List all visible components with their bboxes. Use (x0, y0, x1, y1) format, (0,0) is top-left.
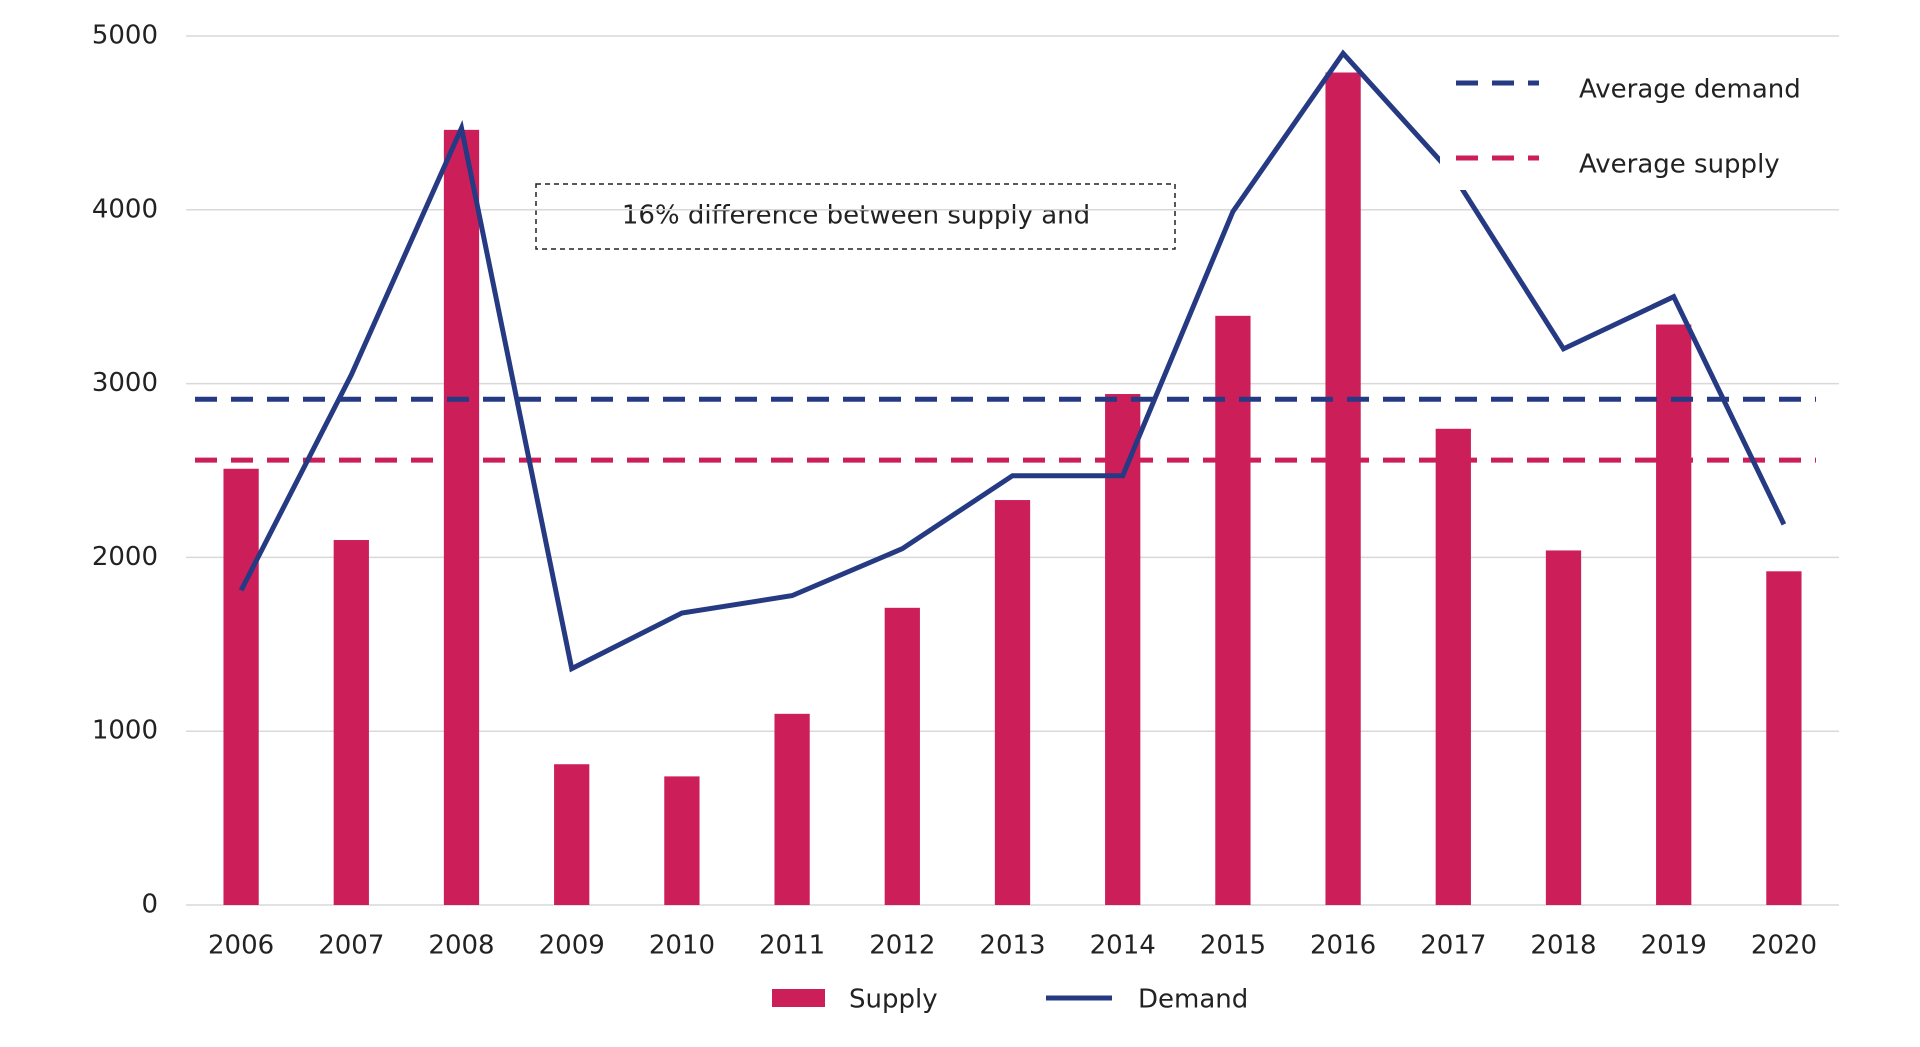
y-tick-label: 0 (141, 890, 158, 920)
legend-background (1440, 50, 1820, 190)
bar (664, 776, 700, 905)
legend-label: Demand (1138, 985, 1248, 1015)
annotation-box (535, 183, 1176, 250)
demand-line (238, 49, 1787, 673)
bar (994, 500, 1031, 905)
y-tick-label: 3000 (92, 368, 158, 398)
x-tick-label: 2008 (428, 931, 494, 961)
x-tick-label: 2014 (1090, 931, 1156, 961)
bar (1215, 315, 1251, 905)
x-tick-label: 2018 (1530, 931, 1596, 961)
y-tick-label: 2000 (92, 542, 158, 572)
y-tick-label: 4000 (92, 194, 158, 224)
x-tick-label: 2011 (759, 931, 825, 961)
x-tick-label: 2007 (318, 931, 384, 961)
bar (774, 713, 810, 905)
legend-label: Supply (849, 985, 938, 1015)
x-tick-label: 2017 (1420, 931, 1486, 961)
bar (1325, 72, 1361, 906)
x-tick-label: 2019 (1641, 931, 1707, 961)
bar (1766, 571, 1802, 905)
bar (1545, 550, 1582, 905)
x-tick-label: 2013 (979, 931, 1045, 961)
x-tick-label: 2009 (539, 931, 605, 961)
bar (1656, 324, 1692, 905)
x-tick-label: 2015 (1200, 931, 1266, 961)
legend-swatch (772, 989, 825, 1007)
bar (223, 468, 259, 905)
bar (554, 764, 590, 905)
y-tick-label: 1000 (92, 716, 158, 746)
x-tick-label: 2010 (649, 931, 715, 961)
x-tick-label: 2020 (1751, 931, 1817, 961)
bar (884, 607, 920, 905)
x-tick-label: 2006 (208, 931, 274, 961)
y-tick-label: 5000 (92, 21, 158, 51)
bar (443, 129, 480, 906)
legend-label: Average supply (1579, 150, 1780, 180)
bar (1105, 394, 1141, 905)
bar (1435, 428, 1471, 905)
annotation: 16% difference between supply and (622, 201, 1090, 231)
bar (333, 540, 369, 905)
x-tick-label: 2012 (869, 931, 935, 961)
x-tick-label: 2016 (1310, 931, 1376, 961)
legend-label: Average demand (1579, 75, 1801, 105)
